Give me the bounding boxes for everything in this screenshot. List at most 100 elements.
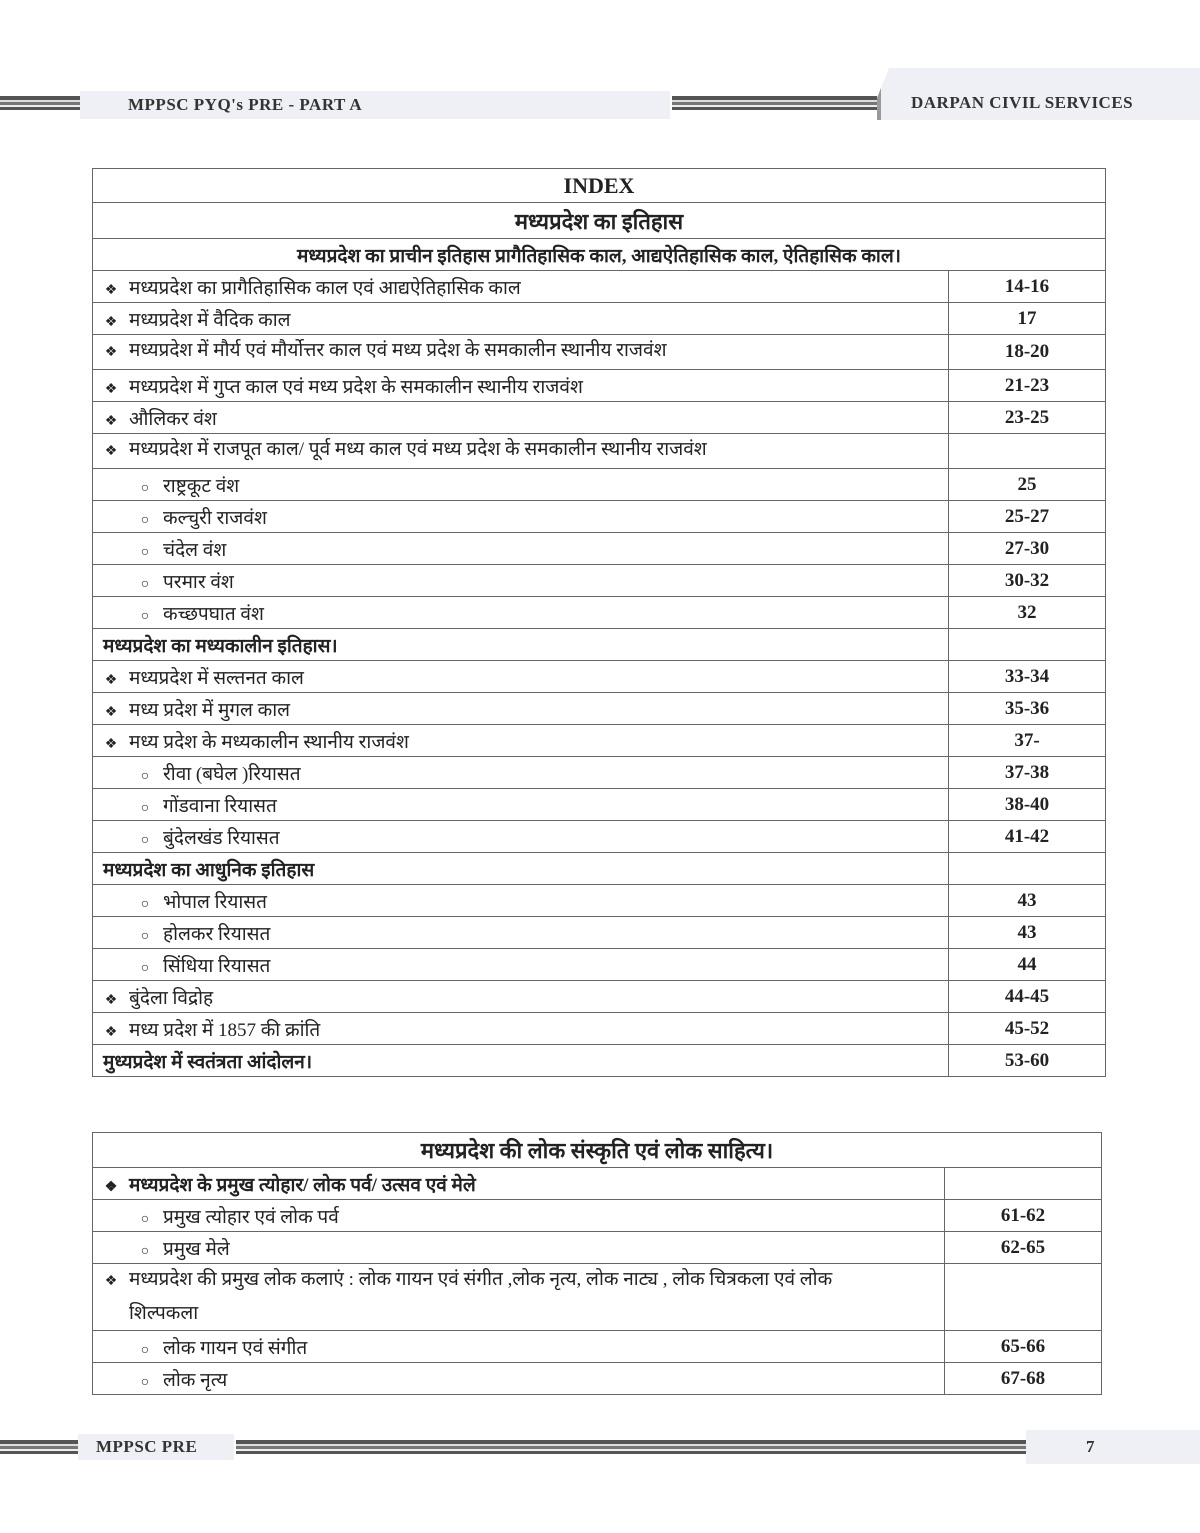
- footer-page-box: 7: [1026, 1430, 1200, 1464]
- page-number: 7: [1086, 1437, 1095, 1456]
- entry-cell: ❖ मध्य प्रदेश में मुगल काल: [92, 692, 949, 725]
- table-row: ○ प्रमुख त्योहार एवं लोक पर्व 61-62: [92, 1199, 1102, 1232]
- entry-cell: ○ गोंडवाना रियासत: [92, 788, 949, 821]
- table-row: ○ कल्चुरी राजवंश 25-27: [92, 500, 1106, 533]
- table-row: ❖ मध्यप्रदेश में सल्तनत काल 33-34: [92, 660, 1106, 693]
- page-range: 43: [948, 916, 1106, 949]
- table-row: ○ प्रमुख मेले 62-65: [92, 1231, 1102, 1264]
- table-row: ❖ मध्य प्रदेश में मुगल काल 35-36: [92, 692, 1106, 725]
- table-row: ○ लोक नृत्य 67-68: [92, 1362, 1102, 1395]
- table-row: ○ लोक गायन एवं संगीत 65-66: [92, 1330, 1102, 1363]
- entry-title: मुध्यप्रदेश में स्वतंत्रता आंदोलन।: [103, 1051, 313, 1073]
- page-range: 32: [948, 596, 1106, 629]
- entry-cell: मुध्यप्रदेश में स्वतंत्रता आंदोलन।: [92, 1044, 949, 1077]
- entry-title: मध्यप्रदेश का आधुनिक इतिहास: [103, 859, 315, 881]
- subheader: मध्यप्रदेश का प्राचीन इतिहास प्रागैतिहास…: [92, 238, 1106, 271]
- entry-title: मध्यप्रदेश का मध्यकालीन इतिहास।: [103, 635, 338, 657]
- circle-bullet-icon: ○: [140, 768, 150, 784]
- table-row: मुध्यप्रदेश में स्वतंत्रता आंदोलन। 53-60: [92, 1044, 1106, 1077]
- page-range: 14-16: [948, 270, 1106, 303]
- diamond-bullet-icon: ❖: [104, 282, 118, 298]
- section-title: मध्यप्रदेश का इतिहास: [92, 202, 1106, 239]
- page-range: 35-36: [948, 692, 1106, 725]
- table-row: ❖ मध्यप्रदेश का प्रागैतिहासिक काल एवं आद्…: [92, 270, 1106, 303]
- entry-title: परमार वंश: [163, 571, 234, 593]
- culture-title-row: मध्यप्रदेश की लोक संस्कृति एवं लोक साहित…: [92, 1132, 1102, 1168]
- table-row: ○ बुंदेलखंड रियासत 41-42: [92, 820, 1106, 853]
- diamond-bullet-icon: ❖: [104, 345, 118, 360]
- entry-cell: ○ रीवा (बघेल )रियासत: [92, 756, 949, 789]
- entry-title: मध्यप्रदेश का प्रागैतिहासिक काल एवं आद्य…: [129, 277, 521, 299]
- entry-title: मध्य प्रदेश के मध्यकालीन स्थानीय राजवंश: [129, 731, 409, 753]
- page-range: 17: [948, 302, 1106, 335]
- entry-cell: ○ परमार वंश: [92, 564, 949, 597]
- entry-cell: ❖ औलिकर वंश: [92, 401, 949, 434]
- diamond-bullet-icon: ❖: [104, 1024, 118, 1040]
- page-range: 41-42: [948, 820, 1106, 853]
- header-left-box: MPPSC PYQ's PRE - PART A: [80, 91, 670, 119]
- circle-bullet-icon: ○: [140, 1342, 150, 1358]
- table-row: ○ भोपाल रियासत 43: [92, 884, 1106, 917]
- page-range: 38-40: [948, 788, 1106, 821]
- diamond-bullet-icon: ❖: [104, 736, 118, 752]
- entry-cell: ❖ मध्यप्रदेश में राजपूत काल/ पूर्व मध्य क…: [92, 433, 949, 469]
- index-title-row: INDEX: [92, 168, 1106, 203]
- table-row: मध्यप्रदेश का आधुनिक इतिहास: [92, 852, 1106, 885]
- table-row: ❖ मध्यप्रदेश के प्रमुख त्योहार/ लोक पर्व/…: [92, 1167, 1102, 1200]
- page-range: 44: [948, 948, 1106, 981]
- entry-cell: ❖ बुंदेला विद्रोह: [92, 980, 949, 1013]
- diamond-bullet-icon: ❖: [104, 444, 118, 459]
- entry-title: मध्यप्रदेश में वैदिक काल: [129, 309, 291, 331]
- entry-cell: ○ बुंदेलखंड रियासत: [92, 820, 949, 853]
- page-range: 45-52: [948, 1012, 1106, 1045]
- page-range: 25-27: [948, 500, 1106, 533]
- entry-cell: ❖ मध्यप्रदेश की प्रमुख लोक कलाएं : लोक गा…: [92, 1263, 945, 1331]
- entry-title: मध्यप्रदेश में सल्तनत काल: [129, 667, 304, 689]
- circle-bullet-icon: ○: [140, 800, 150, 816]
- entry-title: चंदेल वंश: [163, 539, 227, 561]
- entry-cell: ❖ मध्यप्रदेश में मौर्य एवं मौर्योत्तर काल…: [92, 334, 949, 370]
- footer-rule-right: [236, 1440, 1026, 1454]
- circle-bullet-icon: ○: [140, 608, 150, 624]
- entry-title: मध्यप्रदेश में गुप्त काल एवं मध्य प्रदेश…: [129, 376, 583, 398]
- table-row: ○ सिंधिया रियासत 44: [92, 948, 1106, 981]
- circle-bullet-icon: ○: [140, 960, 150, 976]
- table-row: ❖ मध्यप्रदेश में राजपूत काल/ पूर्व मध्य क…: [92, 433, 1106, 469]
- page-range: 44-45: [948, 980, 1106, 1013]
- circle-bullet-icon: ○: [140, 928, 150, 944]
- culture-title: मध्यप्रदेश की लोक संस्कृति एवं लोक साहित…: [92, 1132, 1102, 1168]
- page-range: 53-60: [948, 1044, 1106, 1077]
- table-row: ❖ बुंदेला विद्रोह 44-45: [92, 980, 1106, 1013]
- page-range: 21-23: [948, 369, 1106, 402]
- entry-title: मध्यप्रदेश की प्रमुख लोक कलाएं : लोक गाय…: [129, 1269, 833, 1324]
- table-row: ❖ औलिकर वंश 23-25: [92, 401, 1106, 434]
- entry-title: औलिकर वंश: [129, 408, 217, 430]
- entry-cell: ○ होलकर रियासत: [92, 916, 949, 949]
- entry-title: बुंदेलखंड रियासत: [163, 827, 280, 849]
- entry-title: लोक गायन एवं संगीत: [163, 1337, 308, 1359]
- table-row: ○ होलकर रियासत 43: [92, 916, 1106, 949]
- page-range: 61-62: [944, 1199, 1102, 1232]
- entry-cell: ❖ मध्यप्रदेश में वैदिक काल: [92, 302, 949, 335]
- page-range: 65-66: [944, 1330, 1102, 1363]
- page-range: [948, 852, 1106, 885]
- entry-title: रीवा (बघेल )रियासत: [163, 763, 301, 785]
- table-row: ○ परमार वंश 30-32: [92, 564, 1106, 597]
- page-range: 67-68: [944, 1362, 1102, 1395]
- entry-cell: ○ कच्छपघात वंश: [92, 596, 949, 629]
- entry-title: प्रमुख मेले: [163, 1238, 230, 1260]
- section-title-row: मध्यप्रदेश का इतिहास: [92, 202, 1106, 239]
- table-row: ❖ मध्यप्रदेश में वैदिक काल 17: [92, 302, 1106, 335]
- entry-title: कच्छपघात वंश: [163, 603, 264, 625]
- circle-bullet-icon: ○: [140, 1374, 150, 1390]
- table-row: ○ गोंडवाना रियासत 38-40: [92, 788, 1106, 821]
- page-range: [948, 628, 1106, 661]
- footer-label: MPPSC PRE: [96, 1437, 198, 1456]
- entry-cell: ○ प्रमुख मेले: [92, 1231, 945, 1264]
- entry-title: मध्य प्रदेश में 1857 की क्रांति: [129, 1019, 321, 1041]
- circle-bullet-icon: ○: [140, 1243, 150, 1259]
- footer-box: MPPSC PRE: [78, 1434, 234, 1460]
- circle-bullet-icon: ○: [140, 512, 150, 528]
- subheader-row: मध्यप्रदेश का प्राचीन इतिहास प्रागैतिहास…: [92, 238, 1106, 271]
